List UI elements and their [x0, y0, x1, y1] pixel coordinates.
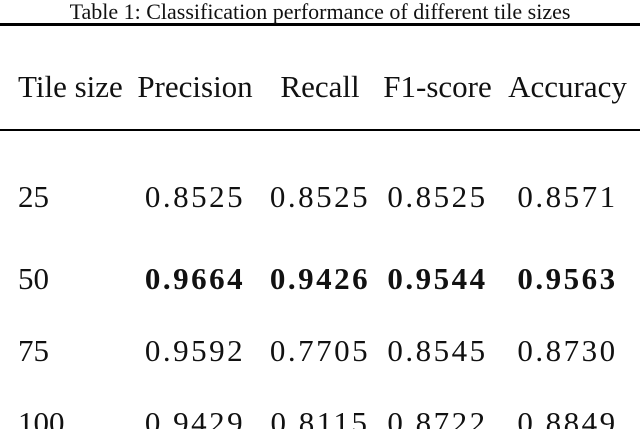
cell-tile-size: 75	[18, 333, 49, 368]
table-row-tile-50: 50 0.9664 0.9426 0.9544 0.9563	[0, 243, 640, 315]
cell-recall: 0.9426	[269, 261, 371, 296]
column-header-recall: Recall	[260, 24, 380, 131]
cell-tile-size: 50	[18, 261, 49, 296]
column-header-tile-size: Tile size	[0, 24, 130, 131]
table-row-tile-75: 75 0.9592 0.7705 0.8545 0.8730	[0, 315, 640, 387]
cell-recall: 0.8115	[270, 405, 370, 429]
cell-tile-size: 25	[18, 179, 49, 214]
cell-f1-score: 0.8722	[387, 405, 488, 429]
cell-accuracy: 0.8571	[517, 179, 618, 214]
table-caption: Table 1: Classification performance of d…	[69, 0, 571, 24]
cell-f1-score: 0.8545	[387, 333, 488, 368]
column-header-precision: Precision	[130, 24, 260, 131]
cell-tile-size: 100	[18, 405, 65, 429]
cell-f1-score: 0.9544	[387, 261, 488, 296]
results-table: Tile size Precision Recall F1-score Accu…	[0, 23, 640, 429]
cell-precision: 0.8525	[144, 179, 246, 214]
cell-recall: 0.8525	[269, 179, 371, 214]
table-row-tile-25: 25 0.8525 0.8525 0.8525 0.8571	[0, 130, 640, 243]
cell-precision: 0.9429	[144, 405, 246, 429]
column-header-f1-score: F1-score	[380, 24, 495, 131]
cell-accuracy: 0.8730	[517, 333, 618, 368]
cell-recall: 0.7705	[269, 333, 371, 368]
table-row-tile-100: 100 0.9429 0.8115 0.8722 0.8849	[0, 387, 640, 429]
cell-precision: 0.9664	[144, 261, 246, 296]
cell-accuracy: 0.9563	[517, 261, 618, 296]
header-row: Tile size Precision Recall F1-score Accu…	[0, 24, 640, 131]
column-header-accuracy: Accuracy	[495, 24, 640, 131]
cell-precision: 0.9592	[144, 333, 246, 368]
cell-f1-score: 0.8525	[387, 179, 488, 214]
cell-accuracy: 0.8849	[517, 405, 618, 429]
